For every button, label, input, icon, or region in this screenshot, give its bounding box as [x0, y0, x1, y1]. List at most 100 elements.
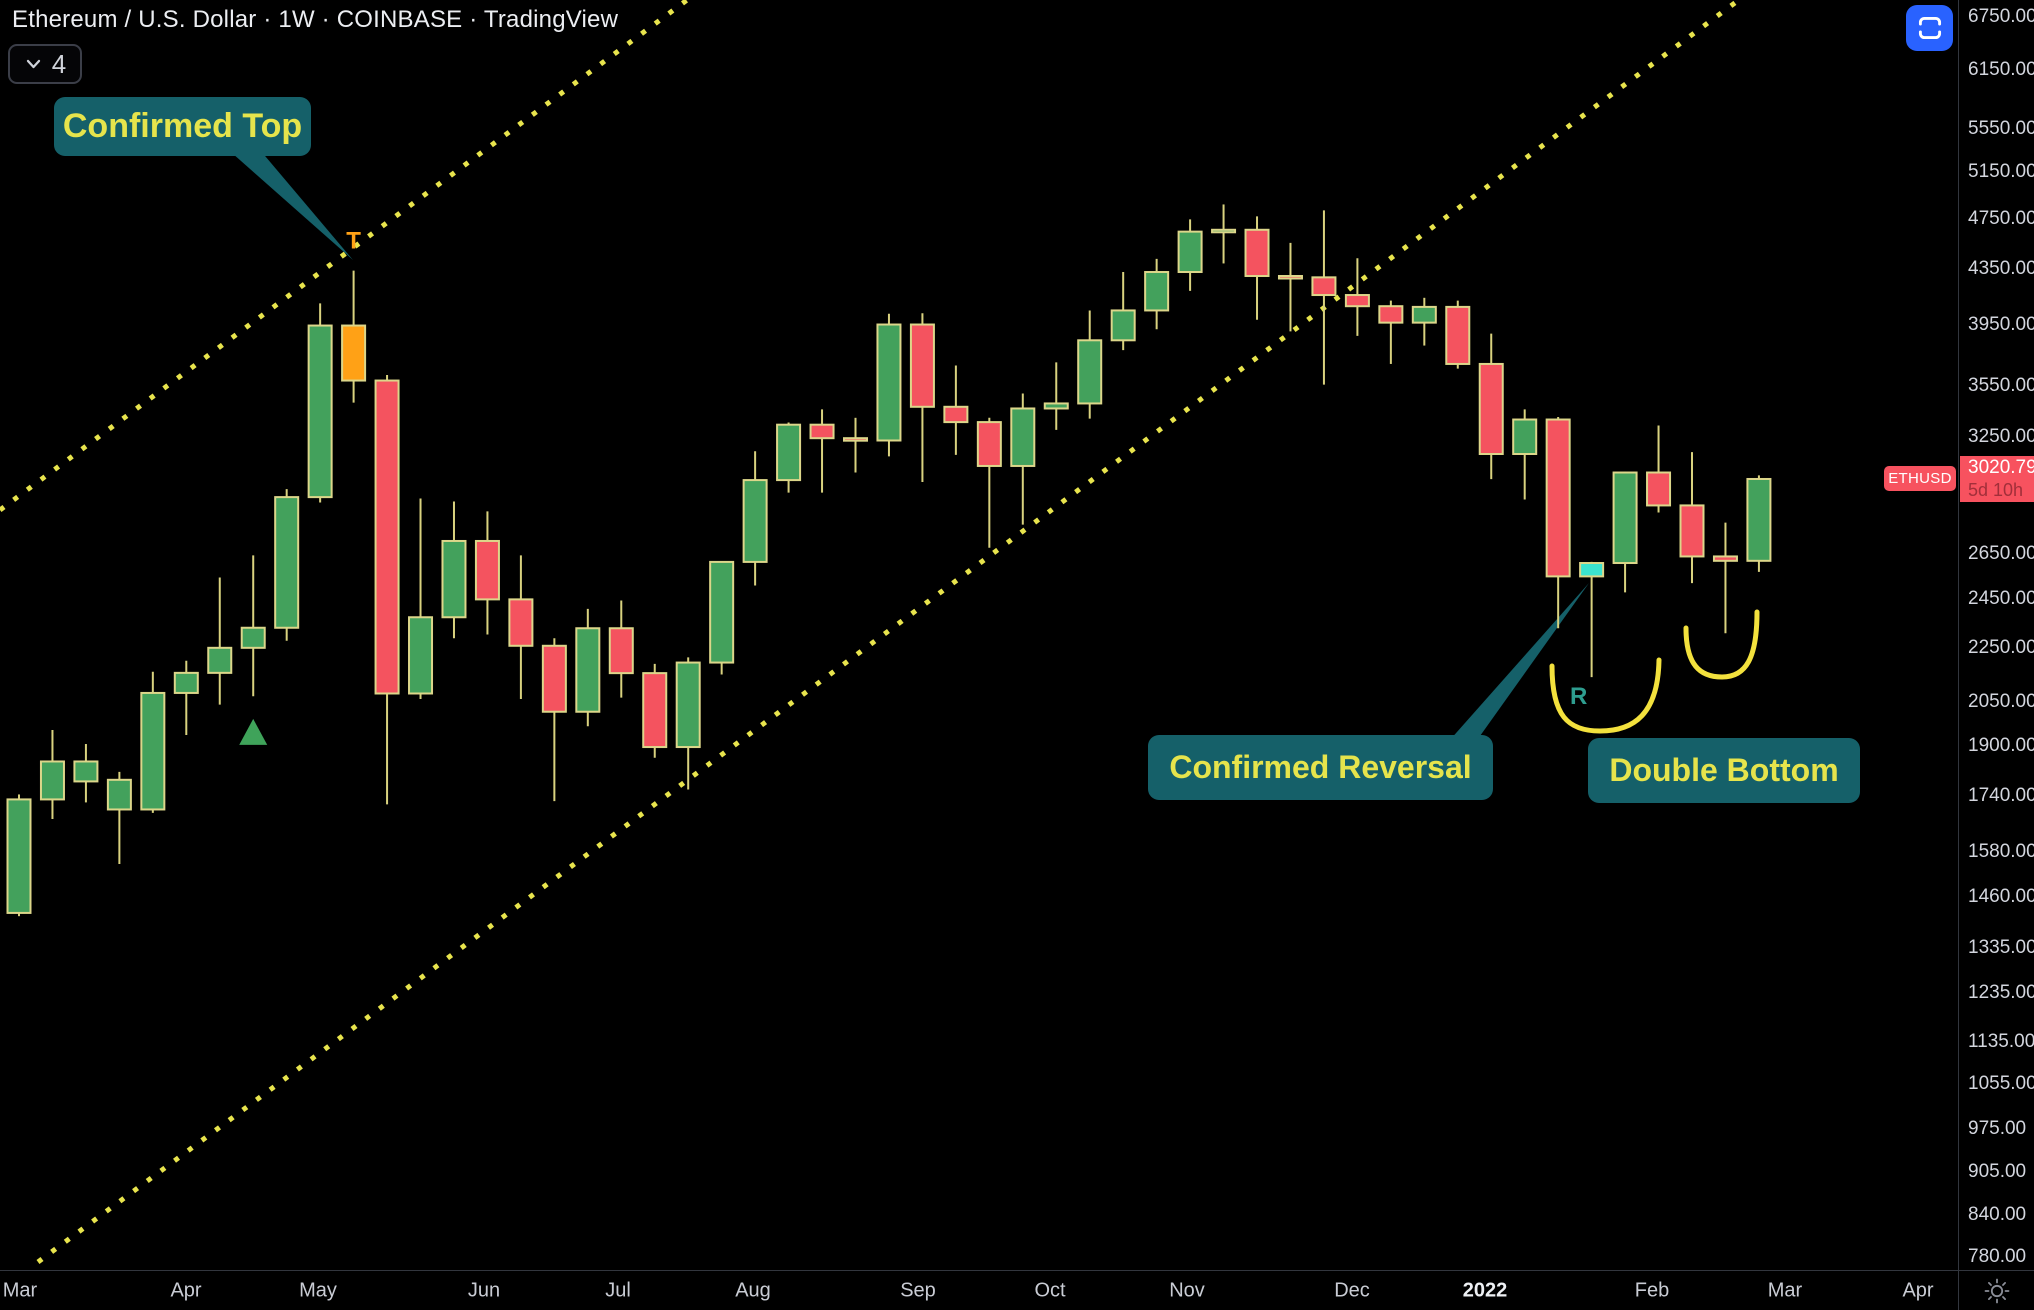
trendline-channel-lower[interactable] — [36, 0, 1755, 1265]
last-price-label: 3020.79 5d 10h — [1960, 455, 2034, 502]
candle — [642, 663, 668, 758]
candle-body — [140, 691, 166, 811]
candle — [709, 560, 735, 675]
candle — [1077, 310, 1103, 419]
trendline-channel-upper[interactable] — [0, 0, 689, 513]
time-axis-month-label: Dec — [1334, 1279, 1370, 1302]
candle-body — [1311, 276, 1337, 297]
candle — [742, 451, 768, 586]
candle — [1378, 300, 1404, 364]
time-axis[interactable]: Mar Apr May Jun Jul Aug Sep Oct Nov Dec 2022 Feb Mar… — [0, 1270, 1958, 1310]
price-axis-label: 3550.00 — [1968, 375, 2034, 397]
candle-body — [1277, 275, 1303, 280]
candle — [1612, 471, 1638, 593]
candle-body — [408, 616, 434, 695]
candle — [575, 608, 601, 727]
candle — [1512, 409, 1538, 500]
candle — [1043, 362, 1069, 430]
candle — [1344, 258, 1370, 336]
candle-body — [441, 539, 467, 619]
candle-body — [1177, 230, 1203, 274]
candle — [140, 671, 166, 813]
candle — [976, 417, 1002, 548]
candle-body — [474, 539, 500, 601]
symbol-title[interactable]: Ethereum / U.S. Dollar · 1W · COINBASE ·… — [12, 6, 619, 33]
candle — [408, 498, 434, 700]
price-axis-label: 3250.00 — [1968, 425, 2034, 447]
callout-pointer — [1449, 583, 1589, 741]
candle-body — [6, 798, 32, 914]
candle-body — [776, 423, 802, 482]
candle-body — [742, 479, 768, 563]
time-axis-month-label: Jun — [467, 1279, 501, 1302]
price-axis-label: 2450.00 — [1968, 588, 2034, 610]
top-marker-t: T — [346, 228, 361, 255]
candle — [106, 771, 132, 865]
candle — [274, 489, 300, 641]
candle — [1445, 300, 1471, 369]
candle — [173, 660, 199, 736]
time-axis-month-label: May — [299, 1279, 337, 1302]
candle-body — [1110, 309, 1136, 342]
time-axis-month-label: Feb — [1634, 1279, 1670, 1302]
candle-body — [1545, 418, 1571, 578]
candle-body — [1646, 471, 1672, 507]
candle — [6, 794, 32, 917]
callout-double-bottom[interactable]: Double Bottom — [1588, 738, 1860, 803]
candle — [876, 313, 902, 457]
snapshot-button[interactable] — [1906, 5, 1953, 51]
camera-brackets-icon — [1918, 16, 1941, 40]
price-axis-label: 1055.00 — [1968, 1072, 2034, 1094]
last-price-value: 3020.79 — [1968, 456, 2034, 478]
candle — [1545, 416, 1571, 629]
candle-body — [374, 379, 400, 695]
price-axis-label: 4350.00 — [1968, 258, 2034, 280]
time-axis-month-label: Aug — [735, 1279, 771, 1302]
candle — [1746, 475, 1772, 572]
time-axis-month-label: Mar — [1767, 1279, 1803, 1302]
price-axis-label: 1335.00 — [1968, 937, 2034, 959]
candle-body — [1211, 228, 1237, 234]
price-axis-label: 2250.00 — [1968, 637, 2034, 659]
time-axis-month-label: Oct — [1034, 1279, 1066, 1302]
candle-body — [843, 437, 868, 442]
symbol-price-tag: ETHUSD — [1884, 465, 1956, 491]
chevron-down-icon — [26, 59, 40, 69]
price-axis-label: 5150.00 — [1968, 161, 2034, 183]
candle-body — [1512, 418, 1538, 455]
legend-collapse-button[interactable]: 4 — [8, 44, 82, 84]
candle — [207, 577, 233, 705]
price-axis-label: 1235.00 — [1968, 982, 2034, 1004]
price-axis[interactable]: 3020.79 5d 10h 6750.00 6150.00 5550.00 5150… — [1958, 0, 2034, 1270]
candle-body — [541, 644, 567, 713]
candle — [474, 511, 500, 635]
candle-body — [307, 324, 333, 499]
candle — [1277, 242, 1303, 332]
price-chart-canvas[interactable]: TR — [0, 0, 1958, 1270]
time-axis-year-label: 2022 — [1462, 1279, 1508, 1302]
candle-body — [73, 760, 99, 783]
candle — [943, 365, 969, 455]
candle — [441, 501, 467, 639]
candle-body — [809, 423, 835, 440]
candle — [1244, 216, 1270, 320]
axis-corner — [1958, 1270, 2034, 1310]
candle — [1110, 272, 1136, 351]
candle-body — [575, 627, 601, 713]
candle-body — [1712, 555, 1738, 562]
callout-confirmed-reversal[interactable]: Confirmed Reversal — [1148, 735, 1493, 800]
candle — [240, 555, 266, 697]
candle-body — [173, 671, 199, 694]
candle-body — [508, 598, 534, 647]
candle-body — [274, 496, 300, 629]
callout-confirmed-top[interactable]: Confirmed Top — [54, 97, 311, 156]
candle-body — [1679, 504, 1705, 558]
theme-sun-icon[interactable] — [1984, 1278, 2010, 1304]
price-axis-label: 2650.00 — [1968, 543, 2034, 565]
time-axis-month-label: Apr — [170, 1279, 202, 1302]
candle-body — [1344, 294, 1370, 308]
candle — [307, 303, 333, 503]
candle-body — [642, 672, 668, 749]
